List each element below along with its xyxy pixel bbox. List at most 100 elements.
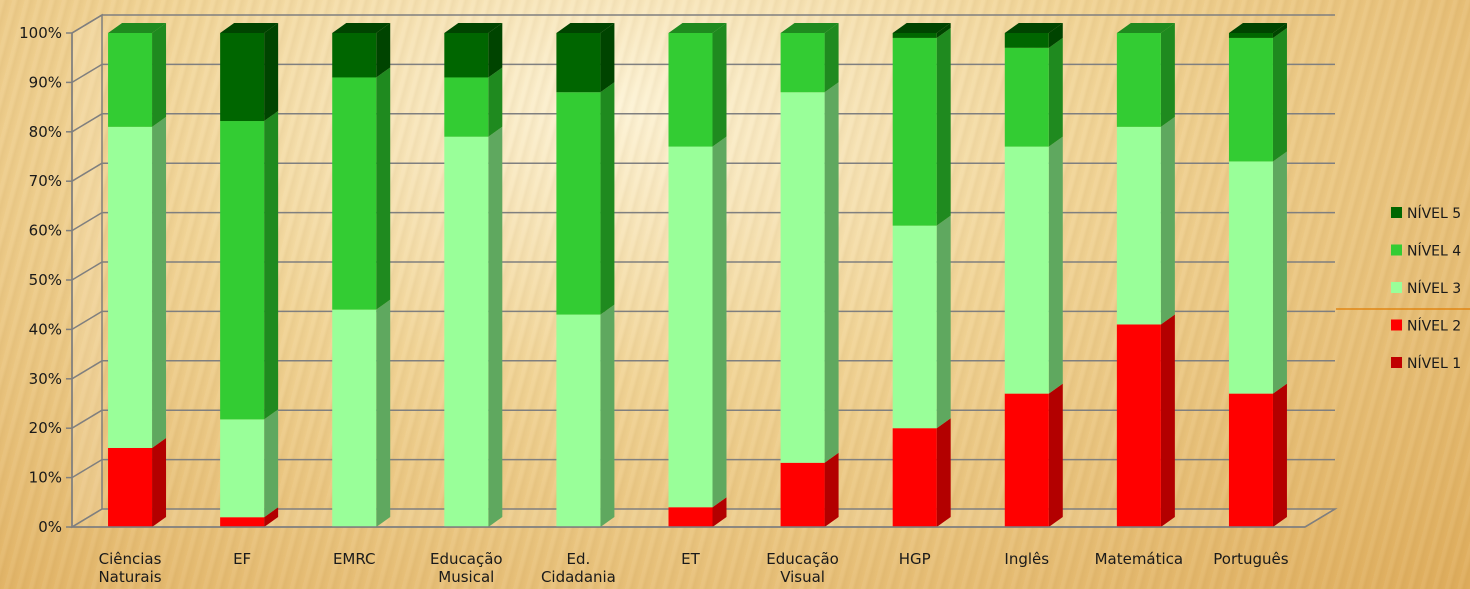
bar-n-vel-3-side	[1272, 151, 1287, 394]
x-tick-label: Matemática	[1095, 550, 1184, 568]
bar-n-vel-4-side	[936, 27, 951, 226]
x-tick-label: Educação Musical	[430, 550, 503, 586]
bar-n-vel-2	[780, 462, 825, 527]
bar-n-vel-5	[220, 33, 265, 122]
bar-n-vel-4-side	[600, 82, 615, 315]
bar-n-vel-4-top	[668, 23, 727, 33]
bar-n-vel-2-side	[1160, 314, 1175, 527]
y-tick-label: 30%	[29, 370, 62, 388]
bar-n-vel-3-side	[1048, 136, 1063, 394]
gridline-side	[71, 211, 103, 232]
legend-swatch	[1391, 244, 1402, 256]
bar-n-vel-3	[444, 136, 489, 528]
bar-n-vel-3-side	[376, 299, 391, 527]
bar-n-vel-3	[220, 419, 265, 518]
bar-n-vel-4-side	[376, 67, 391, 310]
bar-n-vel-5-side	[936, 23, 951, 38]
bar-n-vel-5-top	[892, 23, 951, 33]
bar-n-vel-4-side	[1048, 37, 1063, 147]
bar-n-vel-5	[556, 33, 601, 93]
y-tick-label: 0%	[38, 518, 62, 536]
x-axis: Ciências Naturais EF EMRC Educação Musical Ed.…	[72, 508, 1336, 586]
y-tick-label: 40%	[29, 320, 62, 338]
bar-n-vel-5-side	[1272, 23, 1287, 38]
bar-n-vel-5-side	[264, 23, 279, 122]
bar-n-vel-2-side	[824, 452, 839, 527]
y-tick-label: 80%	[29, 123, 62, 141]
legend: NÍVEL 5 NÍVEL 4 NÍVEL 3 NÍVEL 2 NÍVEL 1	[1336, 205, 1470, 372]
bar-n-vel-5	[1004, 33, 1049, 48]
bar-n-vel-4	[1004, 47, 1049, 147]
x-tick-label: Ciências Naturais	[98, 550, 161, 586]
x-tick-label: Ed. Cidadania	[541, 550, 616, 586]
legend-label: NÍVEL 3	[1407, 280, 1461, 297]
gridline-side	[71, 360, 103, 380]
bar-n-vel-3-side	[488, 126, 503, 528]
y-tick-label: 100%	[19, 24, 62, 42]
bar-n-vel-4	[332, 77, 377, 310]
bar-n-vel-5-top	[444, 23, 503, 33]
bar-n-vel-4-side	[1272, 27, 1287, 162]
bar-n-vel-5	[332, 33, 377, 78]
bar-n-vel-3-side	[824, 82, 839, 463]
gridline-side	[71, 310, 103, 331]
bar-n-vel-2-side	[712, 497, 727, 527]
legend-swatch	[1391, 319, 1402, 331]
bar-n-vel-4	[444, 77, 489, 137]
x-axis-depth	[1304, 508, 1336, 528]
bar-n-vel-2	[108, 447, 153, 527]
y-tick-label: 90%	[29, 73, 62, 91]
gridline-side	[71, 409, 103, 429]
gridline-side	[71, 63, 103, 84]
bar-n-vel-3	[332, 309, 377, 527]
bar-n-vel-4-side	[1160, 23, 1175, 127]
bar-n-vel-5-side	[488, 23, 503, 78]
bar-n-vel-2	[1004, 393, 1049, 527]
x-tick-label: EMRC	[333, 550, 376, 568]
bar-n-vel-3	[1004, 146, 1049, 394]
x-tick-label: ET	[681, 550, 700, 568]
y-tick-label: 20%	[29, 419, 62, 437]
bar-n-vel-4	[1228, 37, 1273, 162]
gridline-side	[71, 162, 103, 182]
bar-n-vel-4-top	[1116, 23, 1175, 33]
bar-n-vel-4-side	[488, 67, 503, 137]
bar-n-vel-2	[1228, 393, 1273, 527]
bar-n-vel-3	[780, 92, 825, 463]
bar-n-vel-4-side	[824, 23, 839, 93]
bar-n-vel-5-side	[1048, 23, 1063, 48]
bar-n-vel-2-side	[1048, 383, 1063, 527]
bar-n-vel-2	[1116, 324, 1161, 527]
bar-n-vel-4	[108, 33, 153, 127]
bar-n-vel-2	[892, 428, 937, 527]
bar-n-vel-3-side	[712, 136, 727, 508]
x-tick-label: Inglês	[1004, 550, 1049, 568]
bar-n-vel-2-side	[1272, 383, 1287, 527]
bar-n-vel-5-top	[220, 23, 279, 33]
bar-n-vel-4	[892, 37, 937, 226]
bar-n-vel-5-side	[600, 23, 615, 93]
bar-n-vel-5-top	[1004, 23, 1063, 33]
legend-swatch	[1391, 282, 1402, 293]
x-tick-label: EF	[233, 550, 251, 568]
y-tick-label: 70%	[29, 172, 62, 190]
bar-n-vel-2	[220, 517, 265, 527]
legend-label: NÍVEL 5	[1407, 205, 1461, 222]
bar-n-vel-3	[1228, 161, 1273, 394]
bar-n-vel-5-side	[376, 23, 391, 78]
gridline-side	[71, 14, 103, 34]
bar-n-vel-4-top	[780, 23, 839, 33]
bar-n-vel-2	[668, 507, 713, 527]
bar-n-vel-3-side	[936, 215, 951, 429]
legend-label: NÍVEL 1	[1407, 355, 1461, 372]
bar-n-vel-4-side	[264, 111, 279, 420]
bar-n-vel-2-side	[936, 418, 951, 527]
bar-n-vel-4	[668, 33, 713, 147]
bar-n-vel-3	[892, 225, 937, 429]
bar-n-vel-3	[1116, 126, 1161, 325]
bar-n-vel-4	[556, 92, 601, 315]
legend-swatch	[1391, 207, 1402, 218]
bar-n-vel-2-side	[264, 507, 279, 527]
bar-n-vel-3-side	[1160, 116, 1175, 325]
